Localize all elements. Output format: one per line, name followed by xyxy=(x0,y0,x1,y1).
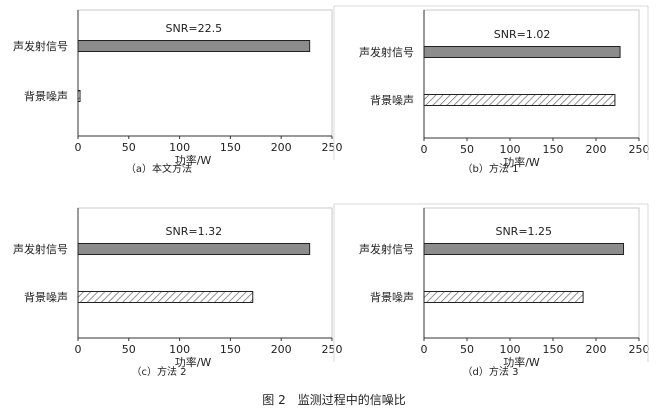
snr-annotation: SNR=1.25 xyxy=(495,225,552,238)
x-tick-label: 100 xyxy=(169,343,190,356)
snr-annotation: SNR=1.32 xyxy=(166,225,223,238)
snr-annotation: SNR=22.5 xyxy=(166,22,223,35)
x-tick-label: 250 xyxy=(629,343,650,356)
category-label: 背景噪声 xyxy=(370,93,414,107)
x-axis-label: 功率/W xyxy=(503,155,540,169)
x-tick-label: 100 xyxy=(500,343,521,356)
x-axis-label: 功率/W xyxy=(175,355,212,369)
figure-caption: 图 2 监测过程中的信噪比 xyxy=(262,392,405,407)
x-tick-label: 50 xyxy=(460,343,474,356)
category-label: 背景噪声 xyxy=(370,290,414,304)
category-label: 背景噪声 xyxy=(24,290,68,304)
x-tick-label: 150 xyxy=(543,143,564,156)
bar-0 xyxy=(423,46,621,58)
x-tick-label: 250 xyxy=(322,141,343,154)
x-tick-label: 50 xyxy=(122,141,136,154)
bar-1 xyxy=(77,291,254,303)
x-axis-label: 功率/W xyxy=(503,355,540,369)
x-tick-label: 0 xyxy=(75,343,82,356)
bar-1 xyxy=(423,291,584,303)
x-tick-label: 250 xyxy=(322,343,343,356)
x-tick-label: 50 xyxy=(122,343,136,356)
x-tick-label: 200 xyxy=(586,343,607,356)
x-tick-label: 0 xyxy=(421,343,428,356)
category-label: 声发射信号 xyxy=(13,39,68,53)
bar-1 xyxy=(77,90,81,102)
x-tick-label: 150 xyxy=(543,343,564,356)
x-tick-label: 0 xyxy=(421,143,428,156)
panel-caption: （b）方法 1 xyxy=(463,162,519,175)
category-label: 声发射信号 xyxy=(359,45,414,59)
x-axis-label: 功率/W xyxy=(175,153,212,167)
x-tick-label: 100 xyxy=(500,143,521,156)
x-tick-label: 100 xyxy=(169,141,190,154)
panel-caption: （c）方法 2 xyxy=(131,365,186,378)
panel-caption: （a）本文方法 xyxy=(126,162,192,175)
category-label: 声发射信号 xyxy=(359,242,414,256)
bar-0 xyxy=(77,243,311,255)
x-tick-label: 250 xyxy=(629,143,650,156)
snr-annotation: SNR=1.02 xyxy=(494,28,551,41)
x-tick-label: 0 xyxy=(75,141,82,154)
bar-1 xyxy=(423,94,616,106)
category-label: 声发射信号 xyxy=(13,242,68,256)
panel-caption: （d）方法 3 xyxy=(463,365,519,378)
x-tick-label: 150 xyxy=(220,141,241,154)
bar-0 xyxy=(423,243,625,255)
x-tick-label: 200 xyxy=(271,141,292,154)
category-label: 背景噪声 xyxy=(24,89,68,103)
x-tick-label: 200 xyxy=(271,343,292,356)
x-tick-label: 50 xyxy=(460,143,474,156)
x-tick-label: 200 xyxy=(586,143,607,156)
x-tick-label: 150 xyxy=(220,343,241,356)
bar-0 xyxy=(77,40,311,52)
